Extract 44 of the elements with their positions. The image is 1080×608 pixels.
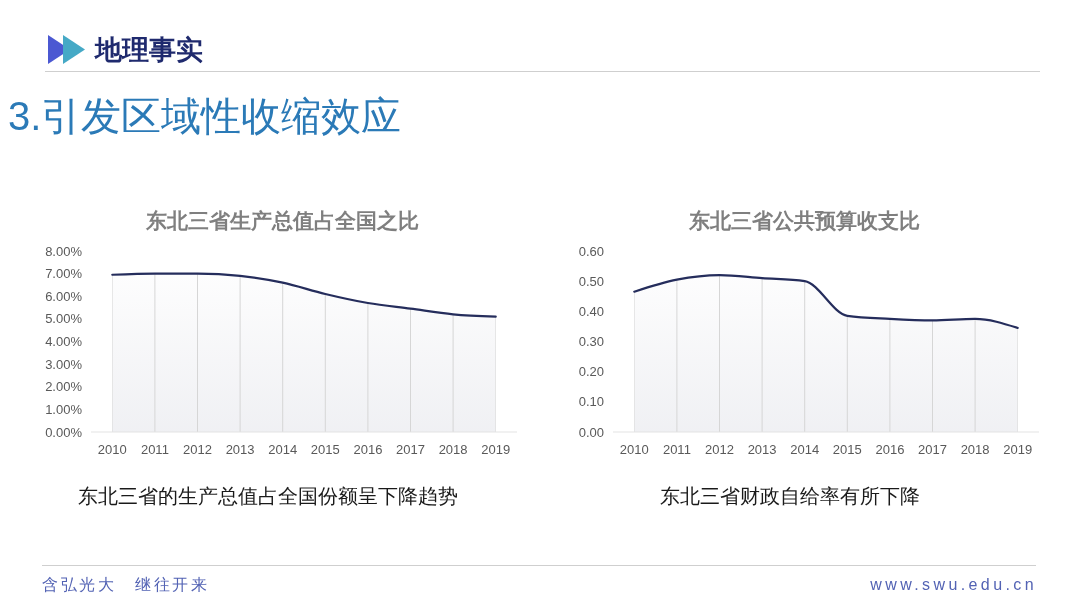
x-tick-label: 2014 [268,442,298,457]
x-tick-label: 2014 [790,442,820,457]
x-tick-label: 2016 [875,442,905,457]
x-tick-label: 2011 [140,442,169,457]
chart-title: 东北三省公共预算收支比 [687,209,920,232]
x-tick-label: 2016 [353,442,383,457]
y-tick-label: 7.00% [45,266,83,282]
x-tick-label: 2019 [1003,442,1033,457]
text: 含弘光大 继往开来 [42,576,210,593]
x-tick-label: 2017 [396,442,425,457]
y-tick-label: 0.10 [578,394,604,410]
x-tick-label: 2019 [481,442,511,457]
y-tick-label: 8.00% [45,243,83,259]
x-tick-label: 2015 [832,442,862,457]
x-tick-label: 2011 [662,442,691,457]
x-tick-label: 2013 [225,442,255,457]
y-tick-label: 1.00% [45,401,83,417]
y-tick-label: 6.00% [45,288,83,304]
x-tick-label: 2010 [619,442,649,457]
y-tick-label: 5.00% [45,311,83,327]
y-tick-label: 3.00% [45,356,83,372]
text: 东北三省的生产总值占全国份额呈下降趋势 [78,485,458,507]
y-tick-label: 4.00% [45,334,83,350]
y-tick-label: 0.50 [578,273,604,289]
y-tick-label: 2.00% [45,379,83,395]
y-tick-label: 0.40 [578,303,604,319]
y-tick-label: 0.00% [45,424,83,440]
text: 地理事实 [94,35,203,65]
chart-title: 东北三省生产总值占全国之比 [144,209,419,232]
y-tick-label: 0.60 [578,243,604,259]
x-tick-label: 2010 [97,442,127,457]
text: 3.引发区域性收缩效应 [8,94,402,138]
y-tick-label: 0.20 [578,364,604,380]
x-tick-label: 2013 [747,442,777,457]
x-tick-label: 2017 [918,442,947,457]
x-tick-label: 2018 [438,442,468,457]
x-tick-label: 2018 [960,442,990,457]
y-tick-label: 0.00 [578,424,604,440]
text: 东北三省财政自给率有所下降 [660,485,920,507]
x-tick-label: 2012 [183,442,212,457]
x-tick-label: 2015 [310,442,340,457]
text: www.swu.edu.cn [869,576,1037,593]
y-tick-label: 0.30 [578,334,604,350]
x-tick-label: 2012 [705,442,734,457]
